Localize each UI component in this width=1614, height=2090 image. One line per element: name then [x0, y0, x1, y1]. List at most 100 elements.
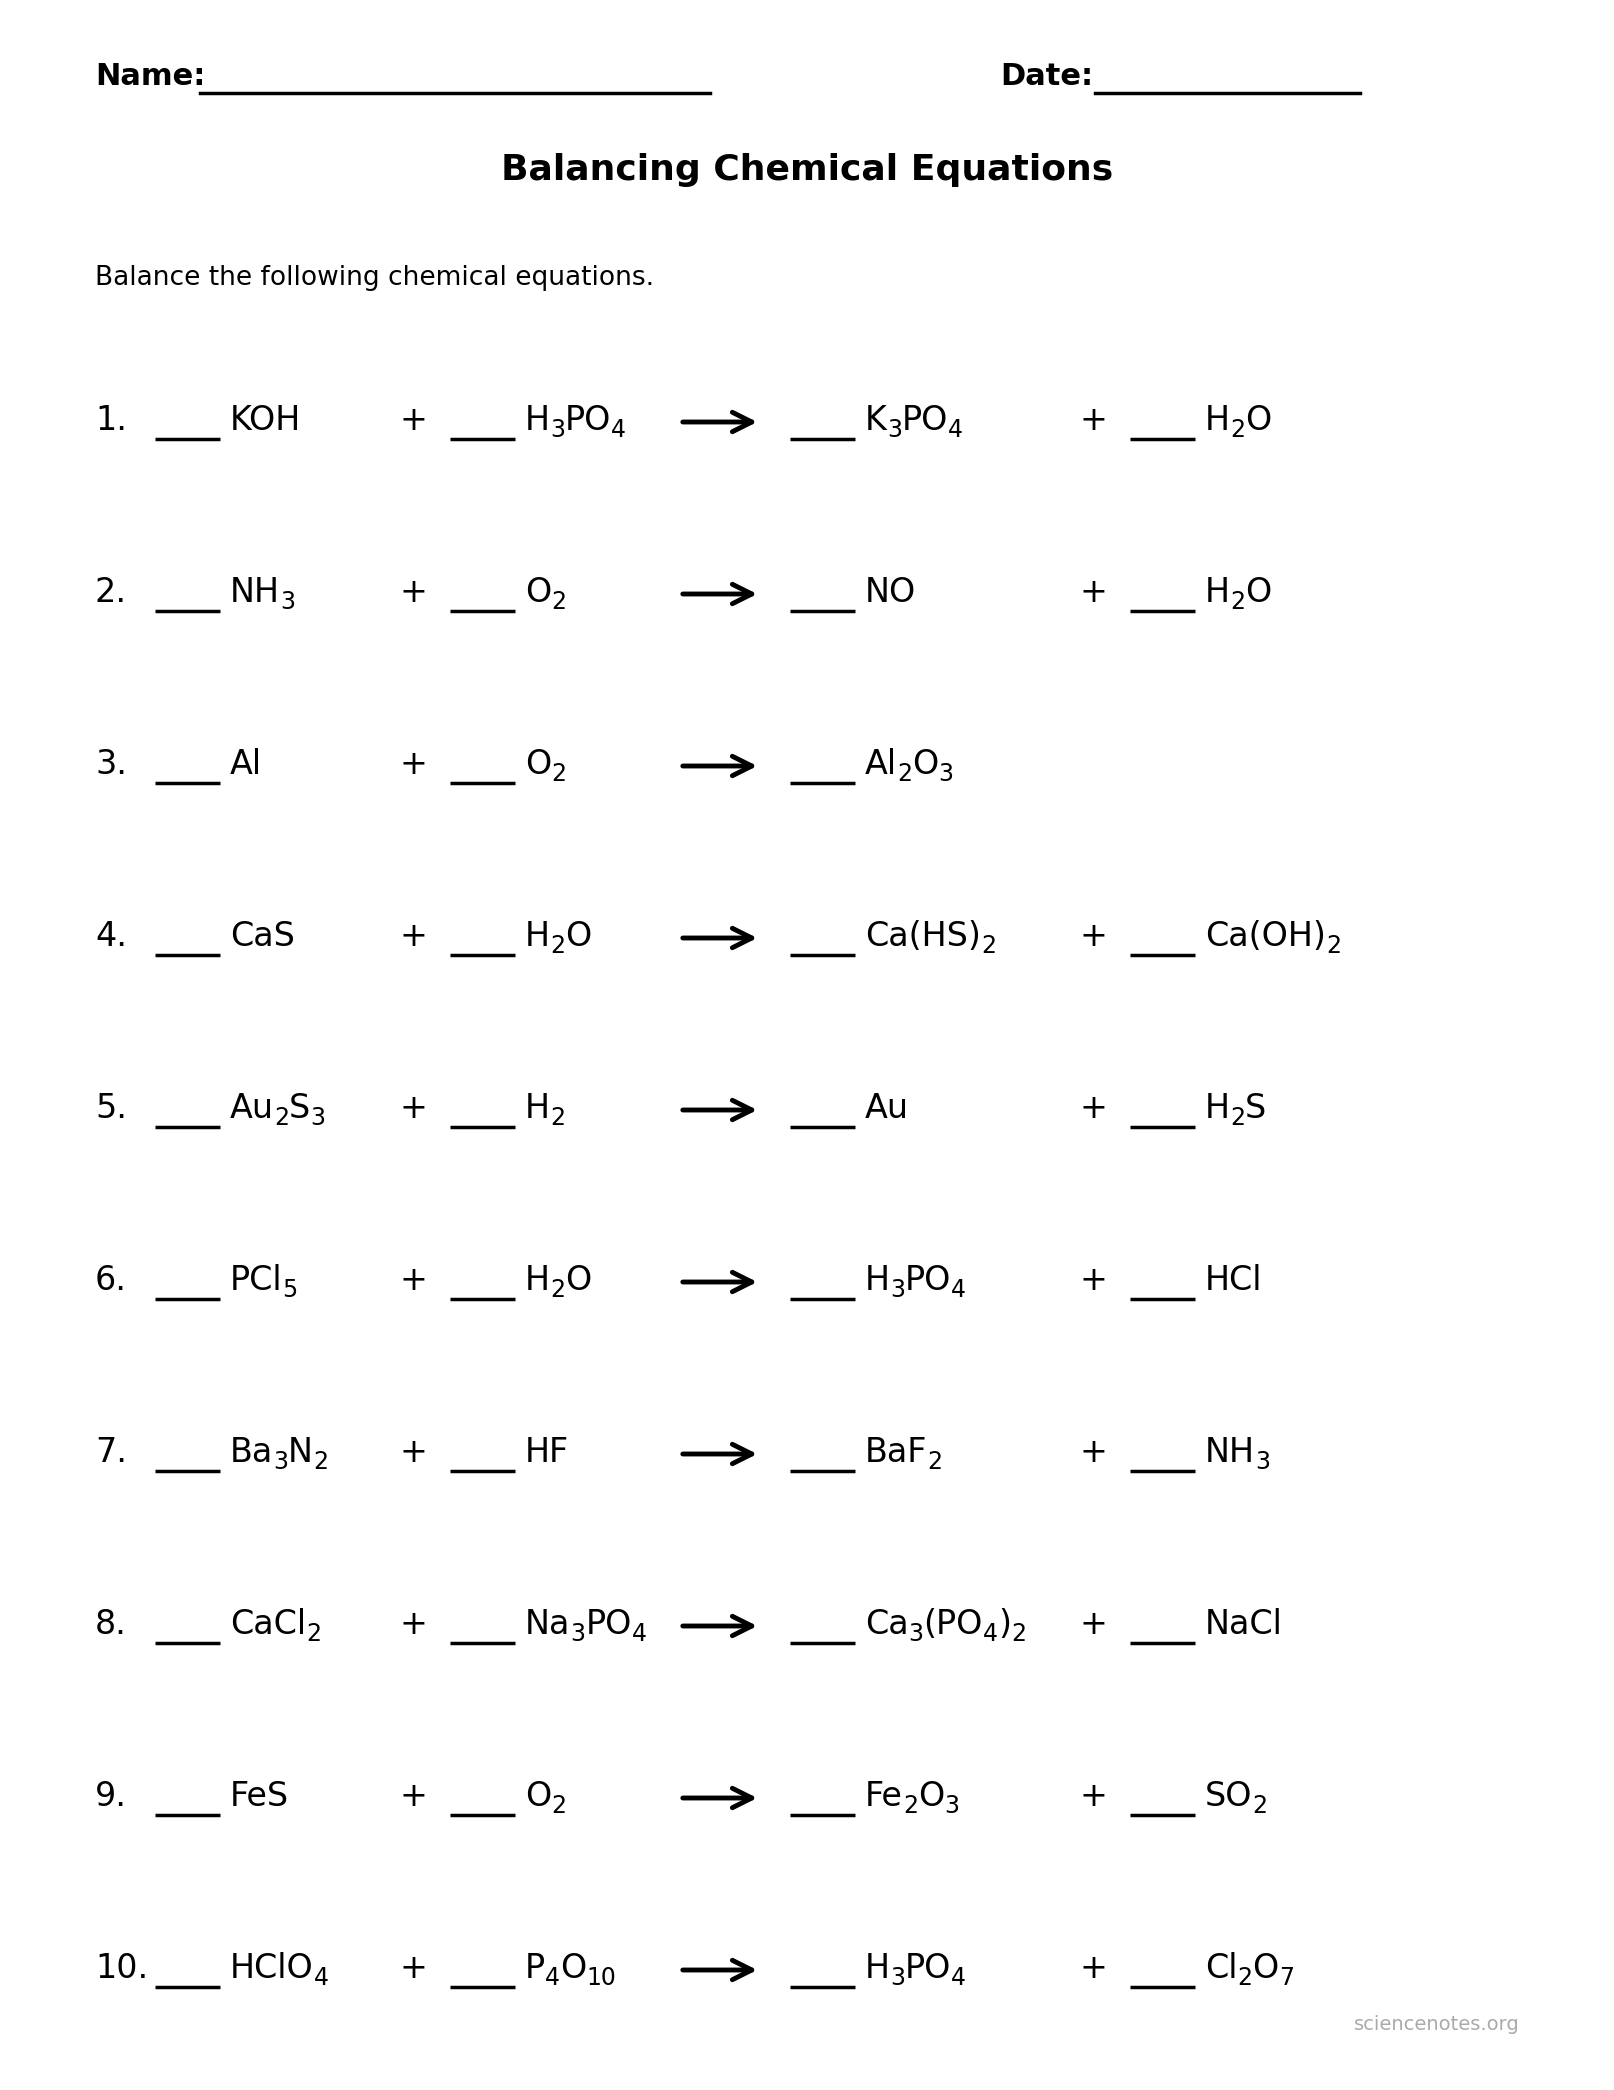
Text: 3: 3 [550, 418, 565, 441]
Text: (PO: (PO [923, 1607, 983, 1641]
Text: 4: 4 [951, 1277, 965, 1302]
Text: HClO: HClO [229, 1952, 313, 1986]
Text: +: + [1080, 1781, 1107, 1812]
Text: S: S [289, 1091, 310, 1124]
Text: 2: 2 [307, 1622, 321, 1647]
Text: NaCl: NaCl [1204, 1607, 1282, 1641]
Text: NH: NH [1204, 1436, 1254, 1469]
Text: 6.: 6. [95, 1264, 128, 1298]
Text: ): ) [997, 1607, 1010, 1641]
Text: O: O [565, 920, 591, 953]
Text: H: H [525, 403, 550, 437]
Text: 7.: 7. [95, 1436, 128, 1469]
Text: +: + [1080, 1091, 1107, 1124]
Text: 4: 4 [983, 1622, 997, 1647]
Text: Ca: Ca [865, 1607, 909, 1641]
Text: 4: 4 [313, 1967, 329, 1990]
Text: 2: 2 [1325, 934, 1340, 957]
Text: PO: PO [904, 1264, 951, 1298]
Text: FeS: FeS [229, 1781, 289, 1812]
Text: 2: 2 [550, 1793, 567, 1818]
Text: 3: 3 [889, 1967, 904, 1990]
Text: Al: Al [229, 748, 261, 782]
Text: O: O [1244, 577, 1270, 608]
Text: NH: NH [229, 577, 279, 608]
Text: Au: Au [865, 1091, 909, 1124]
Text: 2: 2 [274, 1106, 289, 1131]
Text: O: O [525, 748, 550, 782]
Text: 4: 4 [631, 1622, 646, 1647]
Text: 3: 3 [886, 418, 901, 441]
Text: 2: 2 [896, 763, 912, 786]
Text: H: H [1204, 1091, 1230, 1124]
Text: 3: 3 [1254, 1450, 1269, 1473]
Text: 1.: 1. [95, 403, 128, 437]
Text: 2: 2 [550, 1277, 565, 1302]
Text: 3: 3 [938, 763, 952, 786]
Text: Ba: Ba [229, 1436, 273, 1469]
Text: 2: 2 [550, 763, 567, 786]
Text: O: O [560, 1952, 586, 1986]
Text: 3: 3 [310, 1106, 324, 1131]
Text: Ca(OH): Ca(OH) [1204, 920, 1325, 953]
Text: 4: 4 [546, 1967, 560, 1990]
Text: HF: HF [525, 1436, 568, 1469]
Text: Na: Na [525, 1607, 570, 1641]
Text: 2: 2 [313, 1450, 328, 1473]
Text: +: + [1080, 577, 1107, 608]
Text: 3: 3 [570, 1622, 584, 1647]
Text: 2: 2 [550, 1106, 565, 1131]
Text: BaF: BaF [865, 1436, 926, 1469]
Text: 10: 10 [586, 1967, 617, 1990]
Text: 4: 4 [612, 418, 626, 441]
Text: S: S [1244, 1091, 1265, 1124]
Text: 4.: 4. [95, 920, 128, 953]
Text: 3: 3 [279, 589, 295, 614]
Text: 7: 7 [1278, 1967, 1293, 1990]
Text: Ca(HS): Ca(HS) [865, 920, 980, 953]
Text: K: K [865, 403, 886, 437]
Text: CaS: CaS [229, 920, 295, 953]
Text: O: O [525, 577, 550, 608]
Text: 2: 2 [550, 589, 567, 614]
Text: 5: 5 [282, 1277, 297, 1302]
Text: 2: 2 [902, 1793, 917, 1818]
Text: 2.: 2. [95, 577, 128, 608]
Text: 2: 2 [1230, 1106, 1244, 1131]
Text: +: + [1080, 1436, 1107, 1469]
Text: +: + [1080, 920, 1107, 953]
Text: SO: SO [1204, 1781, 1252, 1812]
Text: +: + [400, 403, 428, 437]
Text: 5.: 5. [95, 1091, 128, 1124]
Text: Balance the following chemical equations.: Balance the following chemical equations… [95, 265, 654, 291]
Text: O: O [1252, 1952, 1278, 1986]
Text: +: + [1080, 1952, 1107, 1986]
Text: 3: 3 [273, 1450, 287, 1473]
Text: 9.: 9. [95, 1781, 128, 1812]
Text: PO: PO [584, 1607, 631, 1641]
Text: PO: PO [904, 1952, 951, 1986]
Text: Balancing Chemical Equations: Balancing Chemical Equations [500, 153, 1114, 186]
Text: H: H [1204, 577, 1230, 608]
Text: Date:: Date: [999, 63, 1093, 92]
Text: PO: PO [565, 403, 612, 437]
Text: PCl: PCl [229, 1264, 282, 1298]
Text: 2: 2 [980, 934, 996, 957]
Text: +: + [400, 1436, 428, 1469]
Text: Name:: Name: [95, 63, 205, 92]
Text: H: H [865, 1264, 889, 1298]
Text: Cl: Cl [1204, 1952, 1236, 1986]
Text: +: + [400, 1952, 428, 1986]
Text: 8.: 8. [95, 1607, 128, 1641]
Text: NO: NO [865, 577, 915, 608]
Text: H: H [865, 1952, 889, 1986]
Text: +: + [400, 1091, 428, 1124]
Text: 2: 2 [926, 1450, 943, 1473]
Text: PO: PO [901, 403, 947, 437]
Text: Fe: Fe [865, 1781, 902, 1812]
Text: O: O [912, 748, 938, 782]
Text: H: H [1204, 403, 1230, 437]
Text: 4: 4 [951, 1967, 965, 1990]
Text: 3: 3 [944, 1793, 959, 1818]
Text: O: O [565, 1264, 591, 1298]
